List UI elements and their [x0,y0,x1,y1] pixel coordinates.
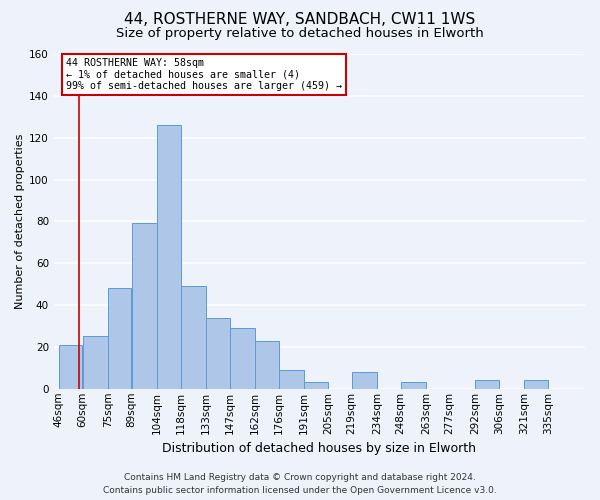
Bar [524,380,548,389]
Bar [108,288,131,389]
Bar [83,336,108,389]
Bar [157,125,181,389]
Bar [352,372,377,389]
Bar [132,224,157,389]
Bar [230,328,255,389]
Bar [475,380,499,389]
Bar [206,318,230,389]
Y-axis label: Number of detached properties: Number of detached properties [15,134,25,309]
Bar [304,382,328,389]
Bar [401,382,426,389]
Text: 44 ROSTHERNE WAY: 58sqm
← 1% of detached houses are smaller (4)
99% of semi-deta: 44 ROSTHERNE WAY: 58sqm ← 1% of detached… [65,58,341,92]
X-axis label: Distribution of detached houses by size in Elworth: Distribution of detached houses by size … [163,442,476,455]
Text: 44, ROSTHERNE WAY, SANDBACH, CW11 1WS: 44, ROSTHERNE WAY, SANDBACH, CW11 1WS [124,12,476,28]
Bar [255,340,278,389]
Text: Size of property relative to detached houses in Elworth: Size of property relative to detached ho… [116,28,484,40]
Bar [181,286,206,389]
Bar [279,370,304,389]
Text: Contains HM Land Registry data © Crown copyright and database right 2024.
Contai: Contains HM Land Registry data © Crown c… [103,474,497,495]
Bar [59,345,82,389]
